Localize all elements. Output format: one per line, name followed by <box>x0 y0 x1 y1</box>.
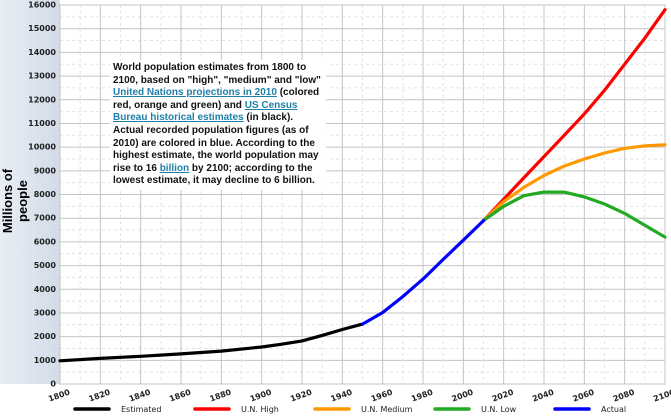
legend-item: U.N. Medium <box>313 405 413 414</box>
y-tick-label: 11000 <box>28 119 56 128</box>
legend-label: Estimated <box>121 405 161 414</box>
legend-label: Actual <box>601 405 626 414</box>
y-tick-labels: 0 1000 2000 3000 4000 5000 6000 7000 8000 9000 100… <box>28 1 56 389</box>
y-tick-label: 7000 <box>34 214 57 223</box>
y-tick-label: 6000 <box>34 237 57 246</box>
y-tick-label: 13000 <box>28 72 56 81</box>
y-tick-label: 8000 <box>34 190 57 199</box>
y-tick-label: 10000 <box>28 143 56 152</box>
y-tick-label: 5000 <box>34 261 57 270</box>
series-layer <box>58 8 667 363</box>
legend-item: Estimated <box>73 405 161 414</box>
y-axis-label: Millions of people <box>0 168 30 234</box>
y-tick-label: 4000 <box>34 285 57 294</box>
legend-item: U.N. High <box>193 405 279 414</box>
grid <box>59 4 666 385</box>
y-tick-label: 3000 <box>34 308 57 317</box>
series-line-u-n-high <box>481 8 667 223</box>
caption-text-2: (colored red, orange and green) and <box>113 87 320 111</box>
y-tick-label: 12000 <box>28 95 56 104</box>
legend-item: U.N. Low <box>433 405 517 414</box>
series-line-estimated <box>58 322 365 363</box>
series-line-u-n-medium <box>481 143 667 223</box>
y-tick-label: 14000 <box>28 48 56 57</box>
y-tick-label: 15000 <box>28 24 56 33</box>
y-tick-label: 2000 <box>34 332 57 341</box>
y-tick-label: 1000 <box>34 356 57 365</box>
caption-link-census-estimates[interactable]: US Census Bureau historical estimates <box>113 99 298 124</box>
y-tick-label: 0 <box>50 380 56 389</box>
caption-link-un-projections[interactable]: United Nations projections in 2010 <box>113 87 277 99</box>
caption-text-4: by 2100; according to the lowest estimat… <box>113 162 315 187</box>
legend-label: U.N. Medium <box>361 405 413 414</box>
series-line-actual <box>360 219 486 326</box>
y-tick-label: 16000 <box>28 1 56 10</box>
caption-link-billion[interactable]: billion <box>159 162 190 174</box>
legend-label: U.N. High <box>241 405 279 414</box>
caption-text-1: World population estimates from 1800 to … <box>113 62 321 86</box>
caption-text-3: (in black). Actual recorded population f… <box>113 112 319 174</box>
series-line-u-n-low <box>481 190 667 239</box>
chart-caption: World population estimates from 1800 to … <box>110 60 326 190</box>
y-axis-panel <box>0 0 60 384</box>
legend-item: Actual <box>553 405 626 414</box>
legend-label: U.N. Low <box>481 405 517 414</box>
y-tick-label: 9000 <box>34 166 57 175</box>
legend: Estimated U.N. High U.N. Medium U.N. Low Act… <box>73 405 626 414</box>
